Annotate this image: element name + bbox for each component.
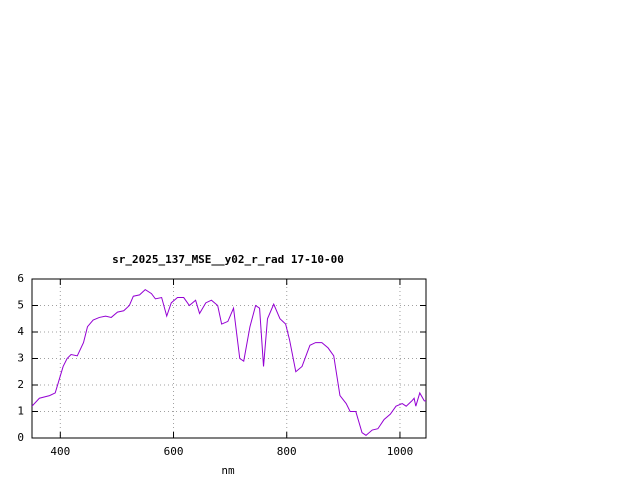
chart-title: sr_2025_137_MSE__y02_r_rad 17-10-00 bbox=[112, 253, 344, 266]
x-tick-label: 1000 bbox=[387, 445, 414, 458]
y-tick-label: 5 bbox=[17, 299, 24, 312]
y-tick-label: 1 bbox=[17, 405, 24, 418]
y-tick-label: 4 bbox=[17, 325, 24, 338]
y-tick-label: 3 bbox=[17, 352, 24, 365]
x-tick-label: 600 bbox=[164, 445, 184, 458]
y-tick-label: 2 bbox=[17, 378, 24, 391]
plot-frame bbox=[31, 278, 427, 439]
y-tick-label: 6 bbox=[17, 272, 24, 285]
x-tick-label: 400 bbox=[50, 445, 70, 458]
x-axis-label: nm bbox=[221, 464, 235, 477]
data-line bbox=[31, 288, 426, 436]
x-tick-label: 800 bbox=[277, 445, 297, 458]
y-tick-label: 0 bbox=[17, 431, 24, 444]
